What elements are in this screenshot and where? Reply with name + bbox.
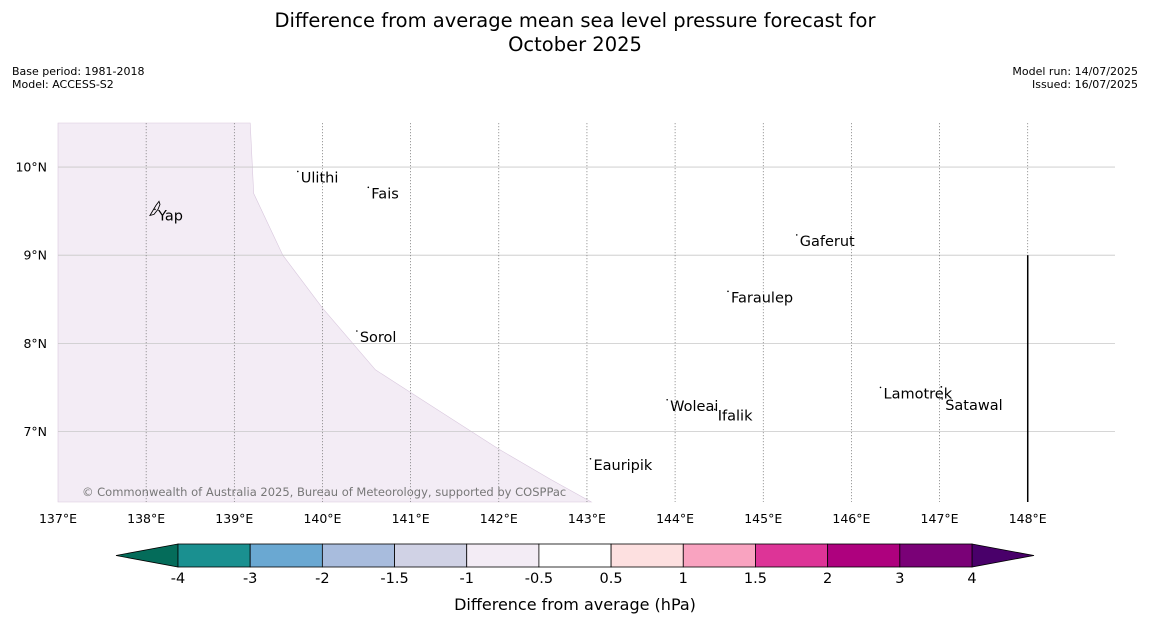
longitude-tick-label: 143°E (568, 511, 606, 526)
colorbar-tick-label: 4 (967, 571, 976, 587)
place-label: Woleai (670, 399, 718, 415)
island-marker (940, 385, 943, 388)
axis-labels-layer: 137°E 138°E 139°E 140°E 141°E 142°E 143°E 144°E… (15, 160, 1046, 526)
map-title: Difference from average mean sea level p… (0, 9, 1150, 57)
island-marker (666, 398, 668, 401)
yap-island-outline (149, 200, 161, 217)
colorbar-label: Difference from average (hPa) (454, 595, 696, 614)
colorbar-tick-label: 1 (679, 571, 688, 587)
place-label: Sorol (360, 330, 397, 346)
shaded-region-layer (57, 122, 593, 503)
colorbar-tick-label: -1 (459, 571, 473, 587)
longitude-tick-label: 147°E (921, 511, 959, 526)
colorbar-tick-label: 2 (823, 571, 832, 587)
place-label: Fais (371, 186, 398, 202)
colorbar-segment (321, 543, 395, 568)
island-marker (941, 398, 944, 400)
colorbar-tick-label: 1.5 (744, 571, 767, 587)
colorbar-segment (394, 543, 468, 568)
island-marker (795, 234, 798, 236)
graticule-layer (58, 123, 1115, 502)
place-label: Eauripik (593, 458, 652, 474)
title-line-2: October 2025 (508, 33, 642, 56)
island-marker (589, 458, 592, 460)
longitude-tick-label: 142°E (480, 511, 518, 526)
longitude-tick-label: 138°E (127, 511, 165, 526)
latitude-tick-label: 10°N (15, 160, 47, 175)
colorbar: -4 -3 -2 -1.5 -1 -0.5 0.5 1 1.5 2 3 4 (115, 543, 1035, 587)
place-label: Satawal (945, 398, 1002, 414)
place-label: Gaferut (800, 234, 855, 250)
place-label: Lamotrek (884, 386, 953, 402)
island-marker (356, 330, 358, 332)
island-marker (367, 186, 370, 189)
colorbar-tick-label: -1.5 (380, 571, 408, 587)
colorbar-tick-label: -2 (315, 571, 329, 587)
title-line-1: Difference from average mean sea level p… (274, 9, 876, 32)
longitude-tick-label: 137°E (39, 511, 77, 526)
colorbar-segment (827, 543, 901, 568)
colorbar-segment (177, 543, 251, 568)
place-label: Ifalik (718, 408, 753, 424)
issued-date: Issued: 16/07/2025 (1031, 78, 1138, 91)
colorbar-segment (538, 543, 612, 568)
longitude-tick-label: 146°E (832, 511, 870, 526)
model-run: Model run: 14/07/2025 (1012, 65, 1138, 78)
base-period: Base period: 1981-2018 (12, 65, 145, 78)
longitude-tick-label: 139°E (215, 511, 253, 526)
longitude-tick-label: 145°E (744, 511, 782, 526)
island-marker (296, 170, 299, 173)
copyright-text: © Commonwealth of Australia 2025, Bureau… (82, 485, 566, 499)
longitude-tick-label: 141°E (392, 511, 430, 526)
island-marker (713, 408, 716, 411)
place-label: Yap (157, 208, 183, 224)
colorbar-segment (466, 543, 540, 568)
colorbar-extend-low (115, 543, 179, 568)
colorbar-tick-label: -4 (171, 571, 185, 587)
longitude-tick-label: 148°E (1009, 511, 1047, 526)
colorbar-tick-label: -3 (243, 571, 257, 587)
meta-right: Model run: 14/07/2025 Issued: 16/07/2025 (1012, 65, 1138, 91)
colorbar-segment (899, 543, 973, 568)
place-label: Faraulep (731, 290, 793, 306)
meta-left: Base period: 1981-2018 Model: ACCESS-S2 (12, 65, 144, 91)
latitude-tick-label: 8°N (23, 336, 47, 351)
colorbar-segment (249, 543, 323, 568)
latitude-tick-label: 9°N (23, 248, 47, 263)
colorbar-tick-label: 0.5 (600, 571, 623, 587)
island-marker (154, 208, 156, 211)
colorbar-tick-label: -0.5 (525, 571, 553, 587)
island-marker (727, 290, 729, 293)
colorbar-segment (682, 543, 756, 568)
colorbar-extend-high (971, 543, 1035, 568)
island-marker (879, 386, 882, 389)
longitude-tick-label: 140°E (303, 511, 341, 526)
latitude-tick-label: 7°N (23, 424, 47, 439)
place-labels-layer: Yap Ulithi Fais Gaferut Faraulep Sorol Lamotre… (149, 170, 1003, 474)
colorbar-tick-label: 3 (895, 571, 904, 587)
longitude-tick-label: 144°E (656, 511, 694, 526)
colorbar-segment (610, 543, 684, 568)
model-name: Model: ACCESS-S2 (12, 78, 114, 91)
place-label: Ulithi (301, 170, 339, 186)
colorbar-segment (755, 543, 829, 568)
shaded-region (57, 122, 593, 503)
